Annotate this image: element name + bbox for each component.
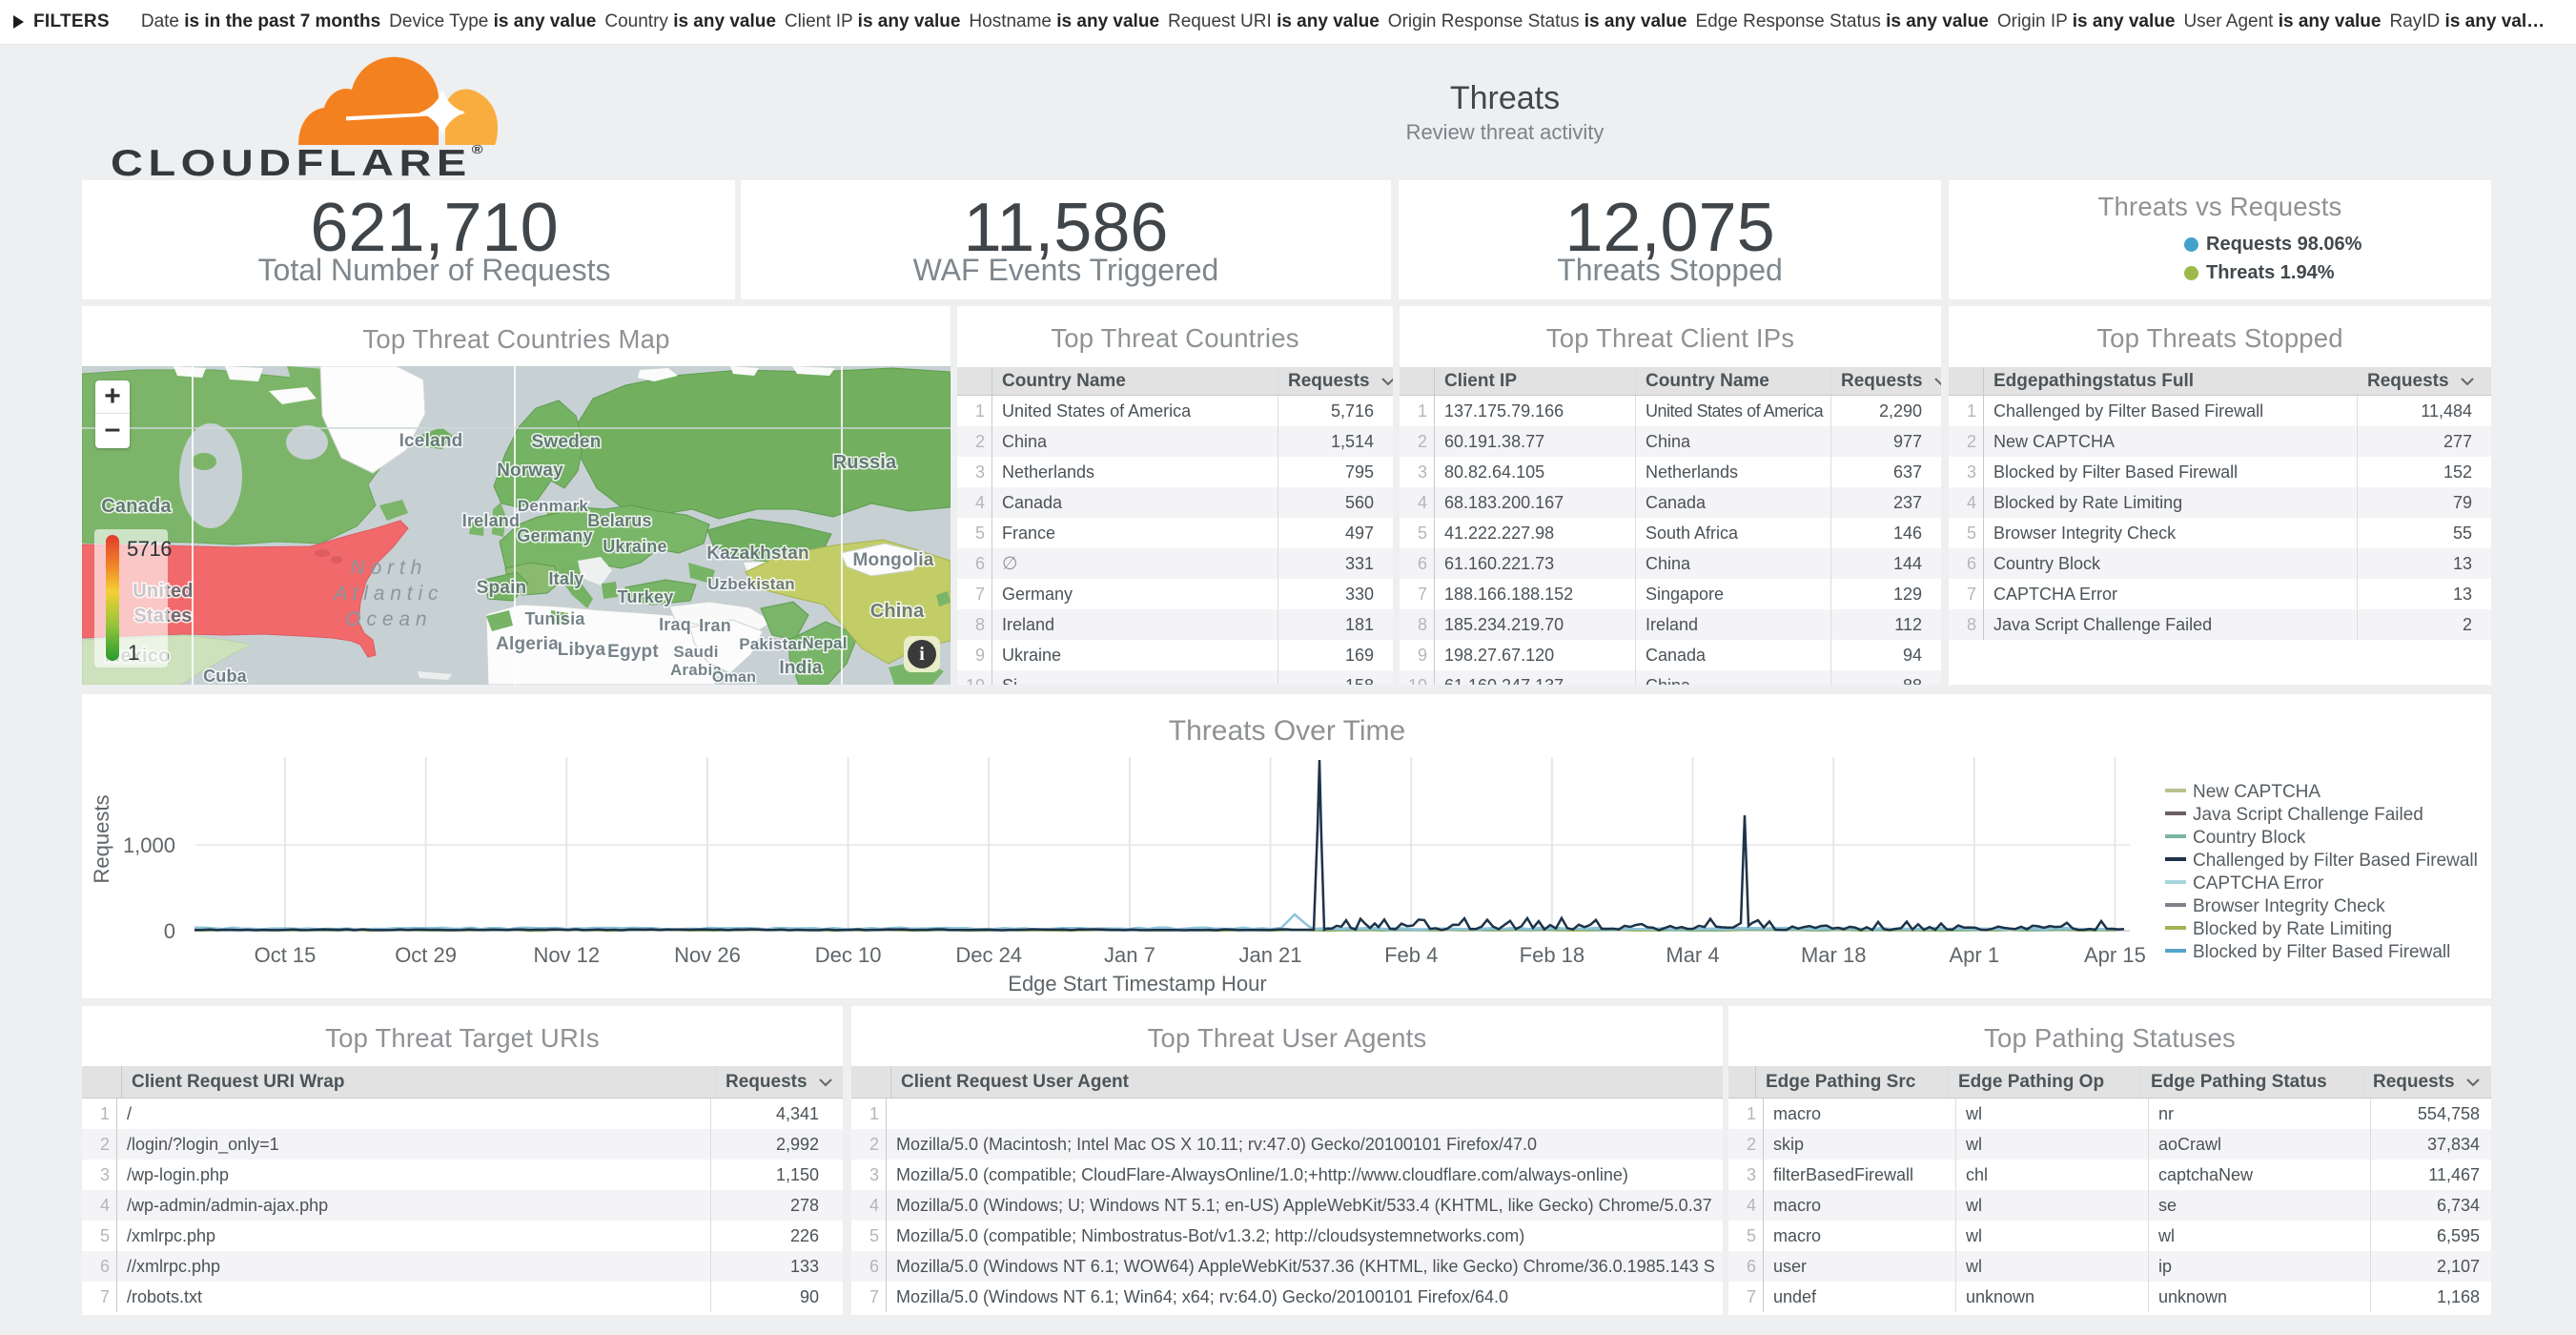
svg-text:Mar 4: Mar 4 bbox=[1666, 943, 1719, 967]
svg-text:Libya: Libya bbox=[558, 640, 606, 660]
svg-text:China: China bbox=[870, 601, 925, 622]
svg-text:Java Script Challenge Failed: Java Script Challenge Failed bbox=[2193, 805, 2423, 825]
svg-text:India: India bbox=[779, 658, 823, 678]
svg-text:Oman: Oman bbox=[712, 669, 756, 685]
svg-text:Threats Over Time: Threats Over Time bbox=[1169, 715, 1405, 747]
svg-text:Germany: Germany bbox=[517, 526, 592, 545]
svg-text:Russia: Russia bbox=[833, 452, 897, 473]
svg-text:Uzbekistan: Uzbekistan bbox=[707, 575, 795, 593]
svg-text:Cuba: Cuba bbox=[203, 667, 248, 685]
svg-text:Turkey: Turkey bbox=[618, 587, 674, 606]
svg-text:Jan 7: Jan 7 bbox=[1104, 943, 1155, 967]
svg-text:Ukraine: Ukraine bbox=[603, 537, 666, 556]
svg-text:Oct 15: Oct 15 bbox=[255, 943, 317, 967]
svg-text:Arabia: Arabia bbox=[670, 661, 722, 679]
svg-text:CAPTCHA Error: CAPTCHA Error bbox=[2193, 873, 2324, 893]
svg-text:Apr 15: Apr 15 bbox=[2084, 943, 2146, 967]
svg-text:Denmark: Denmark bbox=[518, 497, 589, 515]
svg-text:Edge Start Timestamp Hour: Edge Start Timestamp Hour bbox=[1008, 972, 1266, 996]
svg-text:Challenged by Filter Based Fir: Challenged by Filter Based Firewall bbox=[2193, 851, 2478, 871]
svg-text:Pakistan: Pakistan bbox=[739, 635, 808, 653]
svg-text:Dec 24: Dec 24 bbox=[955, 943, 1022, 967]
svg-text:Mar 18: Mar 18 bbox=[1801, 943, 1866, 967]
svg-text:Feb 18: Feb 18 bbox=[1520, 943, 1585, 967]
svg-text:Oct 29: Oct 29 bbox=[395, 943, 457, 967]
svg-text:1,000: 1,000 bbox=[123, 833, 175, 857]
svg-text:N o r t h: N o r t h bbox=[351, 557, 422, 579]
svg-text:Dec 10: Dec 10 bbox=[815, 943, 882, 967]
svg-text:Iceland: Iceland bbox=[399, 431, 463, 451]
svg-text:Kazakhstan: Kazakhstan bbox=[706, 544, 809, 564]
svg-text:Nov 12: Nov 12 bbox=[533, 943, 600, 967]
svg-text:Nepal: Nepal bbox=[802, 634, 847, 652]
svg-text:Iraq: Iraq bbox=[659, 615, 691, 634]
svg-text:Blocked by Rate Limiting: Blocked by Rate Limiting bbox=[2193, 919, 2392, 939]
svg-text:Blocked by Filter Based Firewa: Blocked by Filter Based Firewall bbox=[2193, 942, 2450, 962]
svg-text:Ireland: Ireland bbox=[462, 511, 520, 530]
svg-text:Canada: Canada bbox=[101, 496, 172, 517]
svg-text:Browser Integrity Check: Browser Integrity Check bbox=[2193, 896, 2385, 916]
svg-text:Apr 1: Apr 1 bbox=[1950, 943, 2000, 967]
svg-text:Norway: Norway bbox=[497, 461, 563, 481]
svg-text:Country Block: Country Block bbox=[2193, 828, 2306, 848]
svg-text:Algeria: Algeria bbox=[496, 634, 559, 654]
svg-text:Tunisia: Tunisia bbox=[524, 609, 585, 628]
svg-text:0: 0 bbox=[164, 919, 175, 943]
svg-text:Nov 26: Nov 26 bbox=[674, 943, 741, 967]
svg-text:Belarus: Belarus bbox=[587, 511, 651, 530]
svg-text:A t l a n t i c: A t l a n t i c bbox=[333, 583, 439, 605]
svg-text:Requests: Requests bbox=[90, 795, 113, 884]
svg-text:Egypt: Egypt bbox=[607, 642, 659, 662]
svg-text:Feb 4: Feb 4 bbox=[1384, 943, 1438, 967]
svg-text:Saudi: Saudi bbox=[673, 643, 718, 661]
svg-text:Sweden: Sweden bbox=[532, 432, 602, 452]
svg-text:Jan 21: Jan 21 bbox=[1238, 943, 1301, 967]
svg-text:Italy: Italy bbox=[548, 569, 583, 588]
svg-text:O c e a n: O c e a n bbox=[345, 608, 426, 630]
svg-text:Iran: Iran bbox=[699, 616, 731, 635]
svg-text:New CAPTCHA: New CAPTCHA bbox=[2193, 782, 2320, 802]
svg-text:Spain: Spain bbox=[477, 578, 527, 598]
svg-text:Mongolia: Mongolia bbox=[853, 550, 934, 570]
